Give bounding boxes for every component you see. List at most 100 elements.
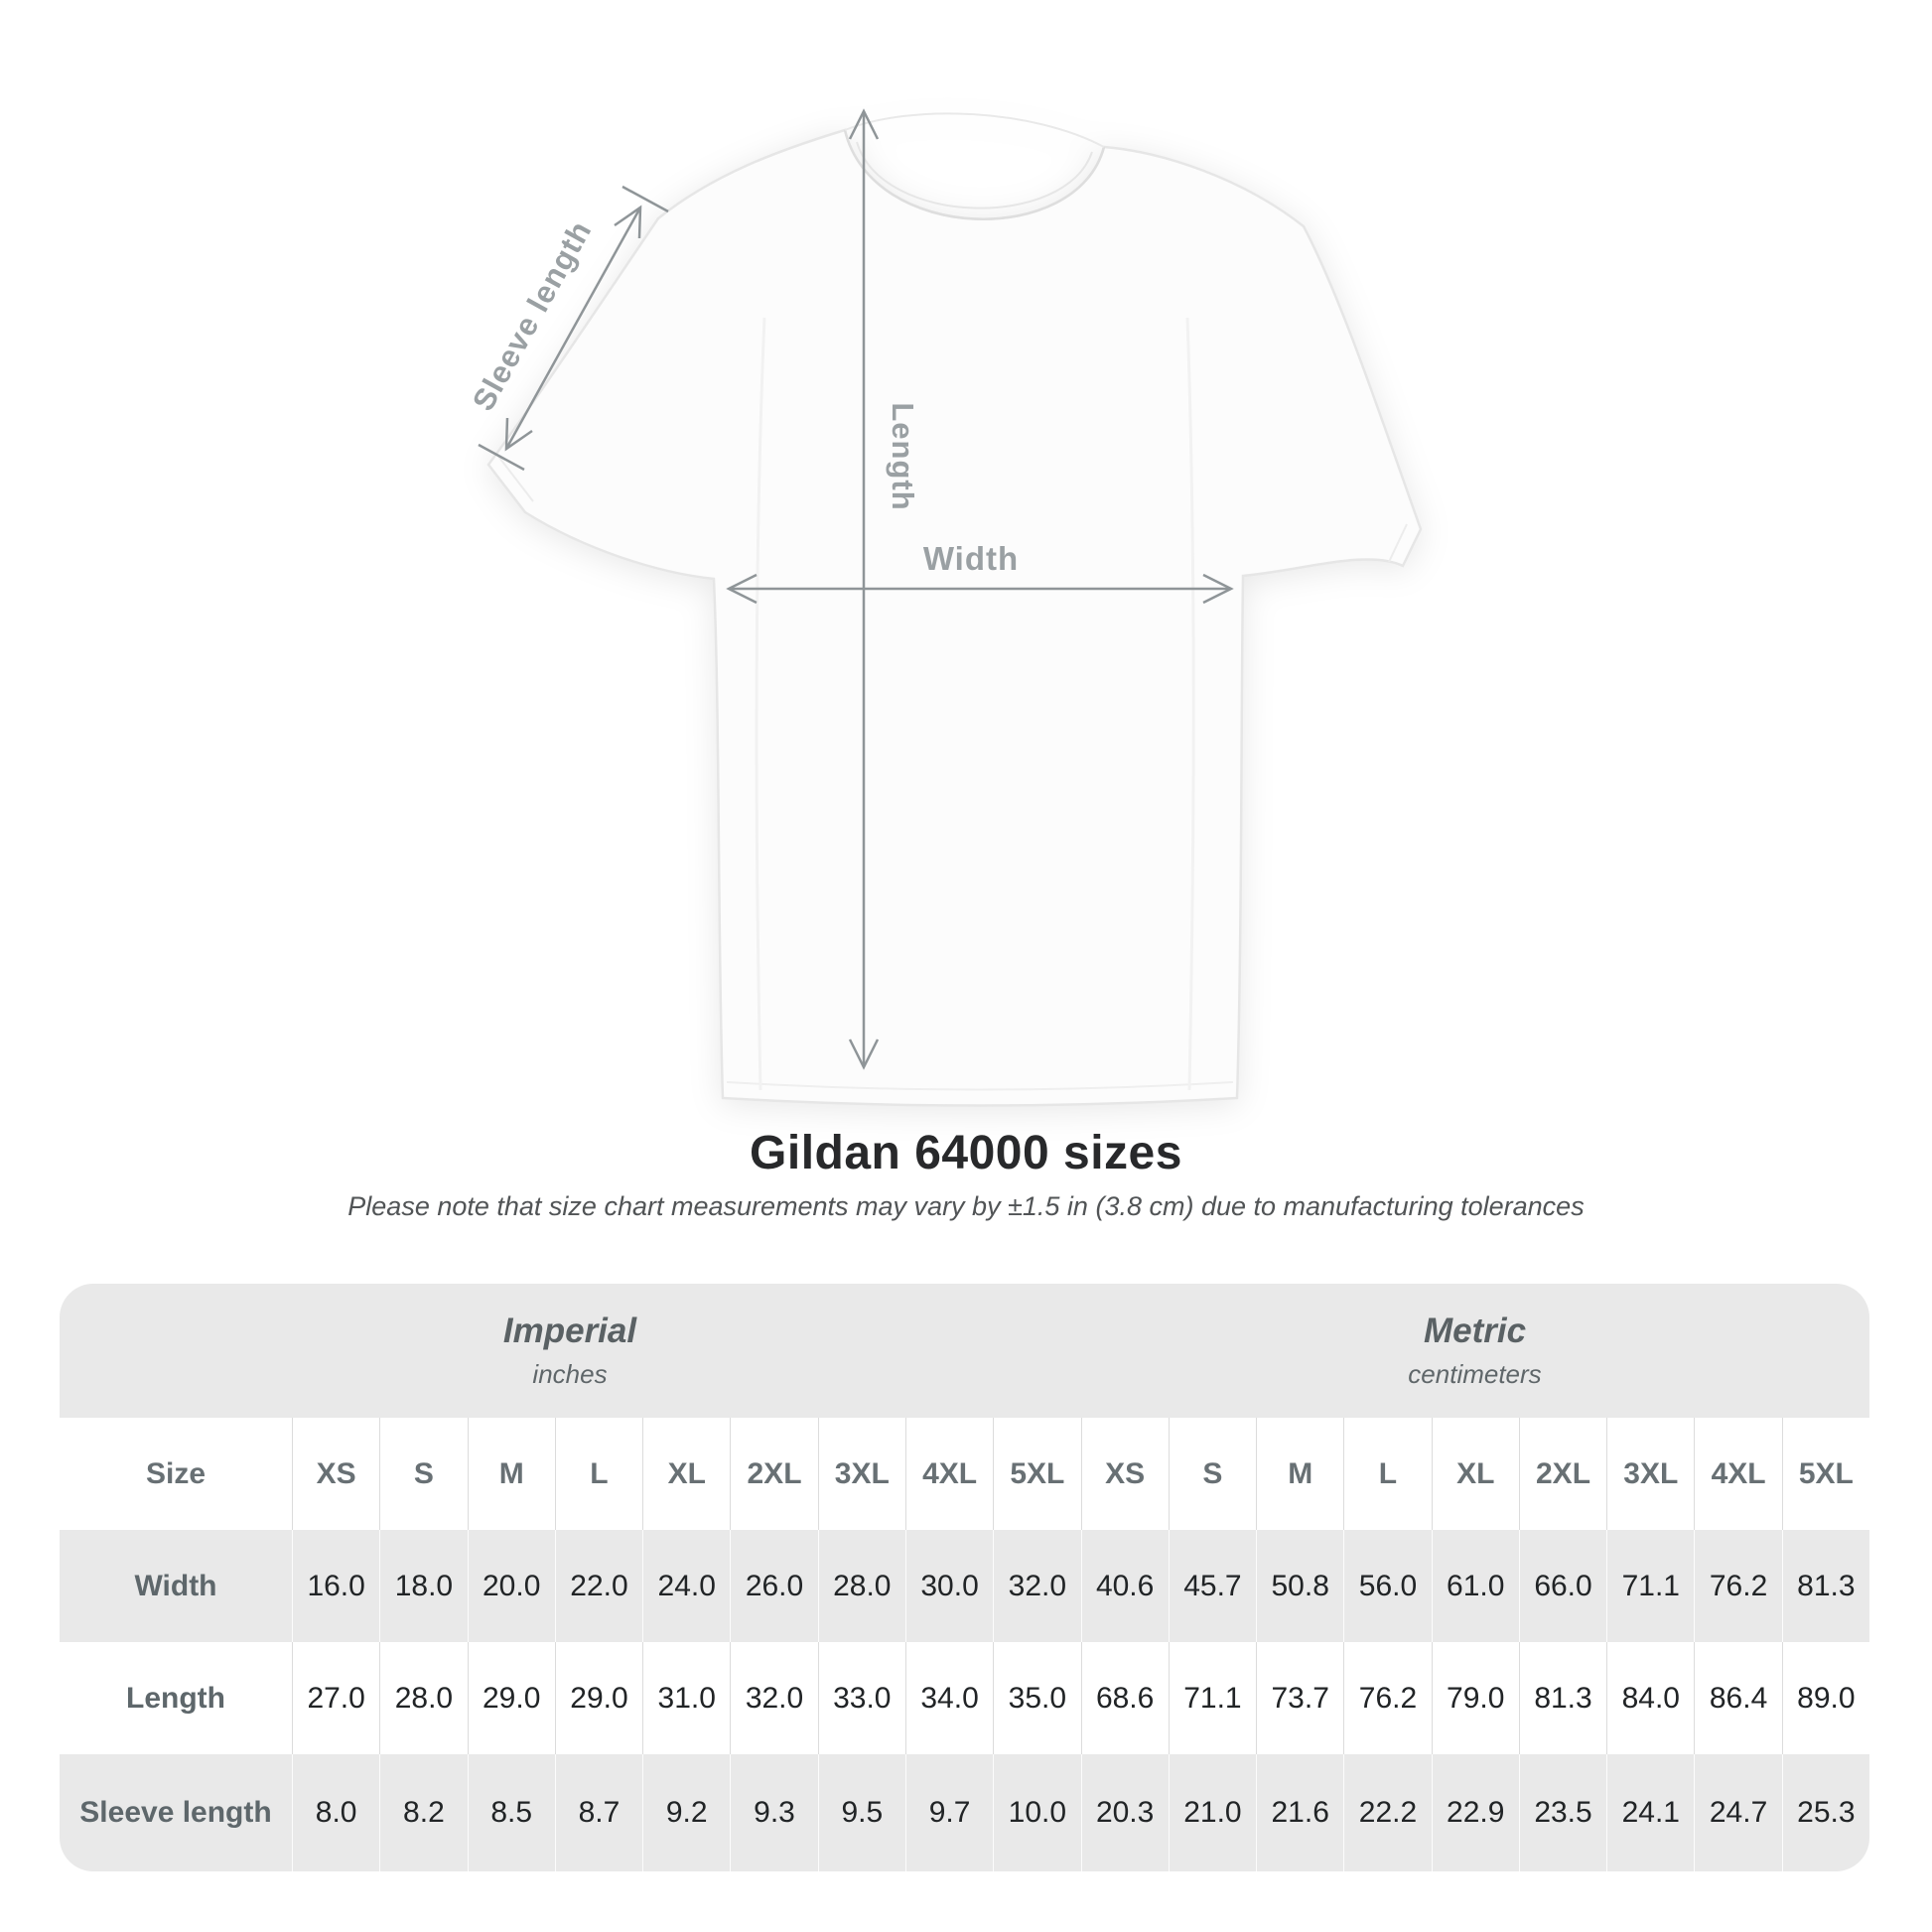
measurement-row: Width 16.0 18.0 20.0 22.0 24.0 26.0 28.0 30.0 32.…	[60, 1530, 1869, 1642]
imperial-value-cell: 8.2	[379, 1754, 467, 1871]
size-column-header: 2XL	[730, 1418, 817, 1530]
imperial-value-cell: 27.0	[292, 1642, 379, 1754]
metric-value-cell: 24.7	[1694, 1754, 1781, 1871]
metric-value-cell: 20.3	[1080, 1754, 1169, 1871]
metric-value-cell: 71.1	[1606, 1530, 1694, 1642]
sleeve-arrowhead-top	[614, 205, 642, 239]
metric-units: centimeters	[1408, 1359, 1542, 1389]
hem-seam	[726, 1081, 1234, 1091]
metric-value-cell: 23.5	[1518, 1754, 1606, 1871]
length-arrowhead-top	[848, 108, 880, 140]
sleeve-end-tick-top	[621, 185, 669, 213]
imperial-value-cell: 8.7	[554, 1754, 642, 1871]
sleeve-end-tick-bottom	[478, 443, 525, 472]
size-column-header: M	[467, 1418, 555, 1530]
collar-inner-seam	[856, 141, 1093, 209]
metric-title: Metric	[1423, 1311, 1527, 1350]
measurement-row-label: Sleeve length	[79, 1796, 272, 1829]
tshirt-measurement-diagram: Sleeve length Length Width	[466, 108, 1423, 1107]
imperial-value-cell: 22.0	[554, 1530, 642, 1642]
tshirt-silhouette	[486, 128, 1423, 1107]
size-column-header: 5XL	[993, 1418, 1080, 1530]
imperial-value-cell: 29.0	[467, 1642, 555, 1754]
size-column-header: L	[1343, 1418, 1431, 1530]
imperial-value-cell: 9.7	[904, 1754, 993, 1871]
metric-header: Metric centimeters	[1080, 1284, 1869, 1418]
metric-value-cell: 22.2	[1343, 1754, 1431, 1871]
metric-value-cell: 71.1	[1168, 1642, 1256, 1754]
metric-value-cell: 76.2	[1694, 1530, 1781, 1642]
measurement-arrows	[478, 108, 1234, 1070]
metric-value-cell: 68.6	[1080, 1642, 1169, 1754]
measurement-row: Length 27.0 28.0 29.0 29.0 31.0 32.0 33.0 34.0 35…	[60, 1642, 1869, 1754]
imperial-value-cell: 24.0	[642, 1530, 730, 1642]
size-column-header: M	[1256, 1418, 1343, 1530]
measurement-row-label: Width	[134, 1569, 217, 1602]
tolerance-note: Please note that size chart measurements…	[347, 1191, 1585, 1221]
size-column-header: L	[554, 1418, 642, 1530]
metric-value-cell: 79.0	[1431, 1642, 1519, 1754]
metric-value-cell: 24.1	[1606, 1754, 1694, 1871]
size-column-header: XS	[1080, 1418, 1169, 1530]
imperial-value-cell: 28.0	[817, 1530, 905, 1642]
imperial-value-cell: 9.2	[642, 1754, 730, 1871]
size-column-header: S	[379, 1418, 467, 1530]
size-column-header: 3XL	[1606, 1418, 1694, 1530]
back-collar-ridge	[844, 112, 1105, 148]
size-column-header: XL	[642, 1418, 730, 1530]
imperial-value-cell: 34.0	[904, 1642, 993, 1754]
metric-value-cell: 84.0	[1606, 1642, 1694, 1754]
imperial-value-cell: 32.0	[993, 1530, 1080, 1642]
imperial-value-cell: 10.0	[993, 1754, 1080, 1871]
metric-value-cell: 81.3	[1518, 1642, 1606, 1754]
metric-value-cell: 21.6	[1256, 1754, 1343, 1871]
imperial-value-cell: 33.0	[817, 1642, 905, 1754]
size-column-header: XS	[292, 1418, 379, 1530]
metric-value-cell: 50.8	[1256, 1530, 1343, 1642]
size-column-header: XL	[1431, 1418, 1519, 1530]
sleeve-arrowhead-bottom	[504, 417, 533, 452]
imperial-value-cell: 8.5	[467, 1754, 555, 1871]
right-cuff-seam	[1388, 523, 1408, 563]
metric-value-cell: 45.7	[1168, 1530, 1256, 1642]
imperial-value-cell: 28.0	[379, 1642, 467, 1754]
metric-value-cell: 61.0	[1431, 1530, 1519, 1642]
metric-value-cell: 89.0	[1781, 1642, 1869, 1754]
measurement-row: Sleeve length 8.0 8.2 8.5 8.7 9.2 9.3 9.5 9.7 10.…	[60, 1754, 1869, 1871]
imperial-value-cell: 20.0	[467, 1530, 555, 1642]
tshirt-photo	[486, 112, 1423, 1107]
imperial-value-cell: 9.3	[730, 1754, 817, 1871]
size-table: Imperial inches Metric centimeters Size X…	[60, 1284, 1869, 1871]
metric-value-cell: 76.2	[1343, 1642, 1431, 1754]
imperial-value-cell: 29.0	[554, 1642, 642, 1754]
size-column-header: S	[1168, 1418, 1256, 1530]
imperial-header: Imperial inches	[60, 1284, 1080, 1418]
width-arrowhead-left	[726, 573, 758, 605]
size-table-rows: Size XS S M L XL 2XL 3XL 4XL 5XL XS S M L XL 2XL 3XL 4XL 5…	[60, 1418, 1869, 1871]
length-label: Length	[886, 402, 920, 510]
unit-header-band: Imperial inches Metric centimeters	[60, 1284, 1869, 1418]
imperial-units: inches	[532, 1359, 608, 1389]
size-header-row: Size XS S M L XL 2XL 3XL 4XL 5XL XS S M L XL 2XL 3XL 4XL 5…	[60, 1418, 1869, 1530]
metric-value-cell: 40.6	[1080, 1530, 1169, 1642]
length-arrowhead-bottom	[848, 1038, 880, 1070]
metric-value-cell: 73.7	[1256, 1642, 1343, 1754]
imperial-value-cell: 32.0	[730, 1642, 817, 1754]
metric-value-cell: 21.0	[1168, 1754, 1256, 1871]
size-column-header: 5XL	[1781, 1418, 1869, 1530]
size-column-header: 2XL	[1518, 1418, 1606, 1530]
imperial-value-cell: 30.0	[904, 1530, 993, 1642]
imperial-title: Imperial	[502, 1311, 637, 1350]
left-cuff-seam	[495, 453, 534, 502]
imperial-value-cell: 8.0	[292, 1754, 379, 1871]
size-column-header: 4XL	[1694, 1418, 1781, 1530]
width-label: Width	[923, 540, 1019, 577]
size-column-header: 4XL	[904, 1418, 993, 1530]
metric-value-cell: 25.3	[1781, 1754, 1869, 1871]
metric-value-cell: 56.0	[1343, 1530, 1431, 1642]
imperial-value-cell: 31.0	[642, 1642, 730, 1754]
metric-value-cell: 81.3	[1781, 1530, 1869, 1642]
imperial-value-cell: 16.0	[292, 1530, 379, 1642]
size-header-cell: Size	[145, 1456, 207, 1490]
